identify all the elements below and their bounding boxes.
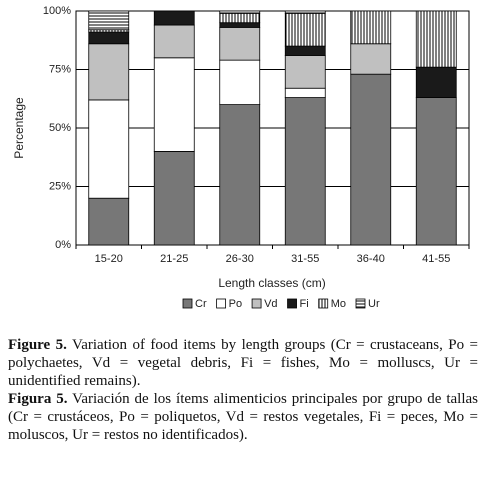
bar-segment: [219, 26, 261, 61]
bar-segment: [284, 55, 326, 89]
legend-label: Mo: [331, 298, 346, 310]
bar-segment: [153, 24, 195, 59]
bar-segment: [350, 43, 392, 75]
bar-segment: [415, 66, 457, 98]
bar-segment: [88, 43, 130, 101]
bar-segment: [88, 10, 130, 31]
bar-segment: [415, 10, 457, 68]
caption-text: Variación de los ítems alimenticios prin…: [8, 391, 478, 443]
legend-swatch: [318, 298, 329, 309]
bar-segment: [284, 12, 326, 47]
bar-segment: [219, 59, 261, 105]
caption-es: Figura 5. Variación de los ítems aliment…: [8, 390, 478, 444]
bar-segment: [153, 57, 195, 152]
legend-label: Po: [229, 298, 242, 310]
y-tick-label: 25%: [49, 180, 71, 192]
bar-segment: [350, 73, 392, 246]
bar-segment: [284, 97, 326, 246]
y-tick-label: 50%: [49, 122, 71, 134]
bar-segment: [88, 197, 130, 246]
legend-label: Ur: [368, 298, 380, 310]
caption-en: Figure 5. Variation of food items by len…: [8, 336, 478, 390]
legend-swatch: [355, 298, 366, 309]
legend-swatch: [182, 298, 193, 309]
x-tick-label: 31-55: [291, 253, 319, 265]
x-tick-label: 21-25: [160, 253, 188, 265]
bar-segment: [219, 10, 261, 14]
x-tick-label: 15-20: [95, 253, 123, 265]
bar-segment: [153, 150, 195, 246]
bar-segment: [88, 99, 130, 199]
x-axis-label: Length classes (cm): [218, 276, 325, 290]
bar-segment: [415, 97, 457, 246]
bar-segment: [219, 12, 261, 24]
y-tick-label: 75%: [49, 63, 71, 75]
x-tick-label: 41-55: [422, 253, 450, 265]
y-axis-label: Percentage: [12, 97, 26, 159]
bar-segment: [284, 87, 326, 98]
bar-segment: [219, 22, 261, 28]
x-tick-label: 36-40: [357, 253, 385, 265]
bar-segment: [219, 104, 261, 246]
legend-label: Fi: [300, 298, 309, 310]
caption-text: Variation of food items by length groups…: [8, 337, 479, 389]
legend-label: Cr: [195, 298, 207, 310]
bar-segment: [284, 10, 326, 14]
caption-label: Figura 5.: [8, 391, 68, 407]
bar-segment: [284, 45, 326, 56]
legend-swatch: [287, 298, 297, 309]
x-tick-label: 26-30: [226, 253, 254, 265]
caption: Figure 5. Variation of food items by len…: [8, 336, 478, 444]
legend-label: Vd: [264, 298, 277, 310]
y-tick-label: 0%: [55, 239, 71, 251]
y-tick-label: 100%: [43, 5, 71, 17]
chart: Percentage Length classes (cm) 0% 25% 50% 7…: [12, 5, 470, 310]
bar-segment: [350, 10, 392, 45]
bar-segment: [88, 31, 130, 45]
caption-label: Figure 5.: [8, 337, 67, 353]
legend-swatch: [216, 298, 227, 309]
legend-swatch: [251, 298, 262, 309]
bar-segment: [153, 10, 195, 26]
